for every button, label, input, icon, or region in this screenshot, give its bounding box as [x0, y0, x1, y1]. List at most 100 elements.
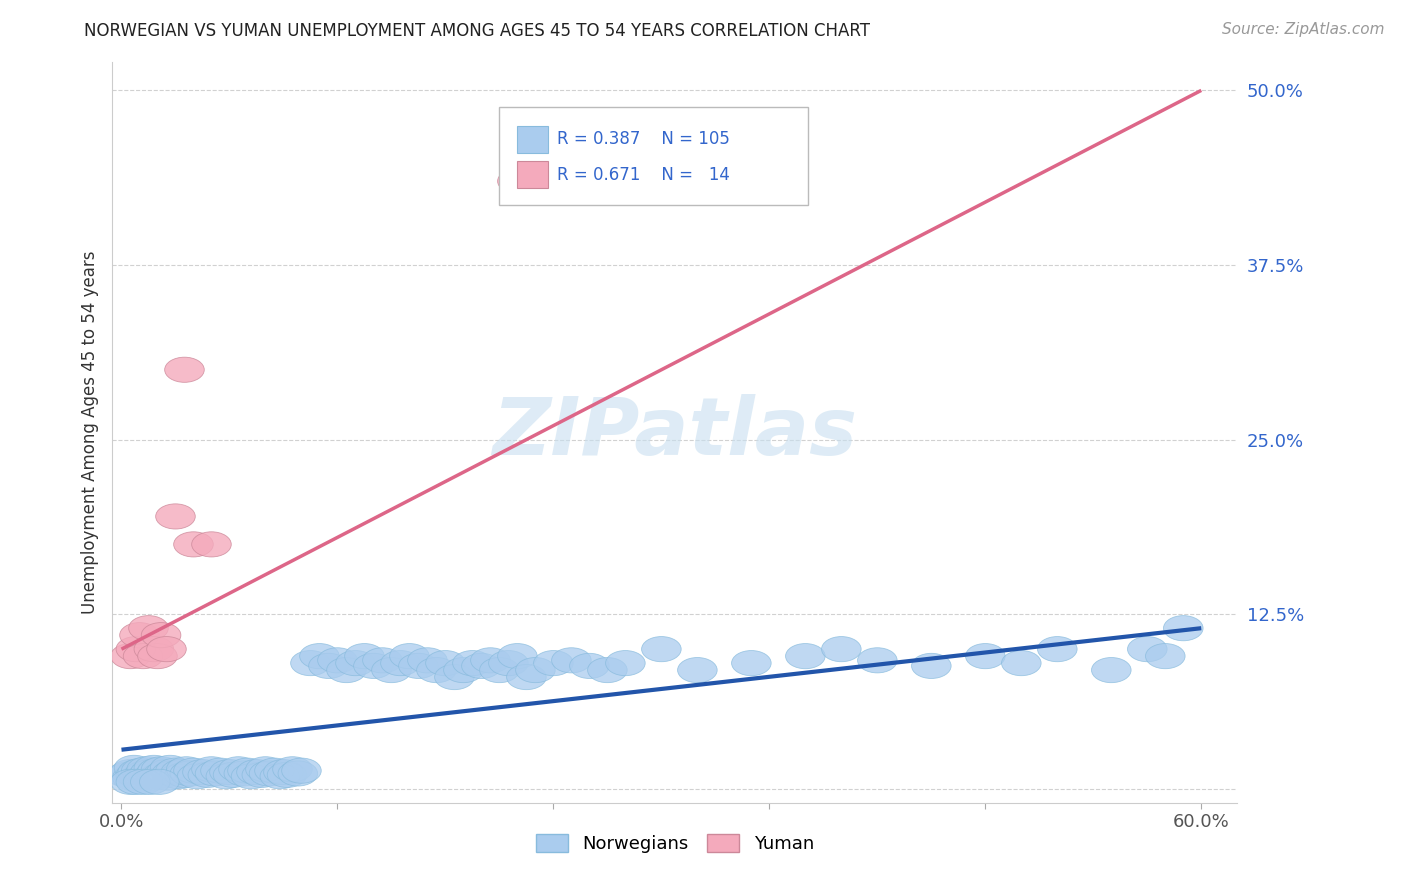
Ellipse shape: [228, 758, 267, 783]
Ellipse shape: [219, 756, 259, 782]
Ellipse shape: [246, 756, 285, 782]
Text: R = 0.671    N =   14: R = 0.671 N = 14: [557, 166, 730, 184]
Ellipse shape: [588, 657, 627, 682]
Ellipse shape: [132, 765, 172, 790]
Ellipse shape: [156, 758, 195, 783]
Ellipse shape: [821, 637, 860, 662]
Ellipse shape: [1038, 637, 1077, 662]
Ellipse shape: [131, 759, 170, 785]
Ellipse shape: [143, 763, 183, 788]
Ellipse shape: [124, 769, 163, 795]
Ellipse shape: [165, 763, 204, 788]
Ellipse shape: [336, 650, 375, 675]
Ellipse shape: [139, 769, 179, 795]
Ellipse shape: [461, 653, 501, 679]
Ellipse shape: [150, 756, 190, 780]
Ellipse shape: [177, 764, 217, 789]
Ellipse shape: [224, 761, 264, 786]
Ellipse shape: [309, 653, 349, 679]
Ellipse shape: [363, 648, 402, 673]
Ellipse shape: [118, 759, 157, 785]
Ellipse shape: [260, 764, 299, 789]
Ellipse shape: [134, 756, 174, 780]
Ellipse shape: [399, 653, 439, 679]
Ellipse shape: [117, 763, 156, 788]
Ellipse shape: [114, 756, 153, 780]
Ellipse shape: [498, 643, 537, 669]
Y-axis label: Unemployment Among Ages 45 to 54 years: Unemployment Among Ages 45 to 54 years: [80, 251, 98, 615]
Ellipse shape: [111, 759, 150, 785]
Ellipse shape: [124, 643, 163, 669]
Ellipse shape: [731, 650, 770, 675]
Ellipse shape: [249, 761, 288, 786]
Ellipse shape: [209, 759, 249, 785]
Ellipse shape: [124, 764, 163, 789]
Ellipse shape: [112, 765, 152, 790]
Ellipse shape: [127, 756, 166, 782]
Ellipse shape: [141, 756, 181, 782]
Ellipse shape: [371, 657, 411, 682]
Ellipse shape: [174, 758, 214, 783]
Ellipse shape: [183, 759, 222, 785]
Ellipse shape: [569, 653, 609, 679]
Text: R = 0.387    N = 105: R = 0.387 N = 105: [557, 130, 730, 148]
Ellipse shape: [170, 761, 209, 786]
Ellipse shape: [165, 357, 204, 383]
Ellipse shape: [471, 648, 510, 673]
Ellipse shape: [156, 504, 195, 529]
Ellipse shape: [195, 761, 235, 786]
Ellipse shape: [291, 650, 330, 675]
Text: NORWEGIAN VS YUMAN UNEMPLOYMENT AMONG AGES 45 TO 54 YEARS CORRELATION CHART: NORWEGIAN VS YUMAN UNEMPLOYMENT AMONG AG…: [84, 22, 870, 40]
Legend: Norwegians, Yuman: Norwegians, Yuman: [529, 827, 821, 861]
Ellipse shape: [354, 653, 394, 679]
Ellipse shape: [141, 623, 181, 648]
Ellipse shape: [434, 665, 474, 690]
Ellipse shape: [139, 764, 179, 789]
Ellipse shape: [408, 648, 447, 673]
Ellipse shape: [236, 759, 276, 785]
Ellipse shape: [273, 756, 312, 782]
Ellipse shape: [516, 657, 555, 682]
Ellipse shape: [111, 769, 150, 795]
Ellipse shape: [191, 532, 231, 557]
Ellipse shape: [231, 764, 271, 789]
Ellipse shape: [162, 759, 201, 785]
Ellipse shape: [146, 637, 186, 662]
Ellipse shape: [152, 761, 191, 786]
Ellipse shape: [129, 763, 169, 788]
Ellipse shape: [534, 650, 574, 675]
Ellipse shape: [214, 763, 253, 788]
Ellipse shape: [479, 657, 519, 682]
Ellipse shape: [1164, 615, 1204, 640]
Ellipse shape: [498, 169, 537, 194]
Ellipse shape: [267, 763, 307, 788]
Ellipse shape: [678, 657, 717, 682]
Ellipse shape: [120, 623, 159, 648]
Ellipse shape: [129, 615, 169, 640]
Ellipse shape: [1001, 650, 1040, 675]
Ellipse shape: [125, 761, 165, 786]
Ellipse shape: [344, 643, 384, 669]
Ellipse shape: [444, 657, 484, 682]
Ellipse shape: [242, 763, 281, 788]
Ellipse shape: [453, 650, 492, 675]
Ellipse shape: [207, 764, 246, 789]
Ellipse shape: [188, 763, 228, 788]
Ellipse shape: [134, 637, 174, 662]
Text: ZIPatlas: ZIPatlas: [492, 393, 858, 472]
Ellipse shape: [551, 648, 591, 673]
Ellipse shape: [121, 758, 162, 783]
Ellipse shape: [381, 650, 420, 675]
Ellipse shape: [318, 648, 357, 673]
Ellipse shape: [489, 650, 529, 675]
Ellipse shape: [138, 643, 177, 669]
Ellipse shape: [1128, 637, 1167, 662]
Ellipse shape: [1146, 643, 1185, 669]
Ellipse shape: [858, 648, 897, 673]
Ellipse shape: [1091, 657, 1130, 682]
Ellipse shape: [506, 665, 546, 690]
Ellipse shape: [111, 643, 150, 669]
Ellipse shape: [264, 759, 304, 785]
Ellipse shape: [166, 756, 207, 782]
Ellipse shape: [278, 761, 318, 786]
